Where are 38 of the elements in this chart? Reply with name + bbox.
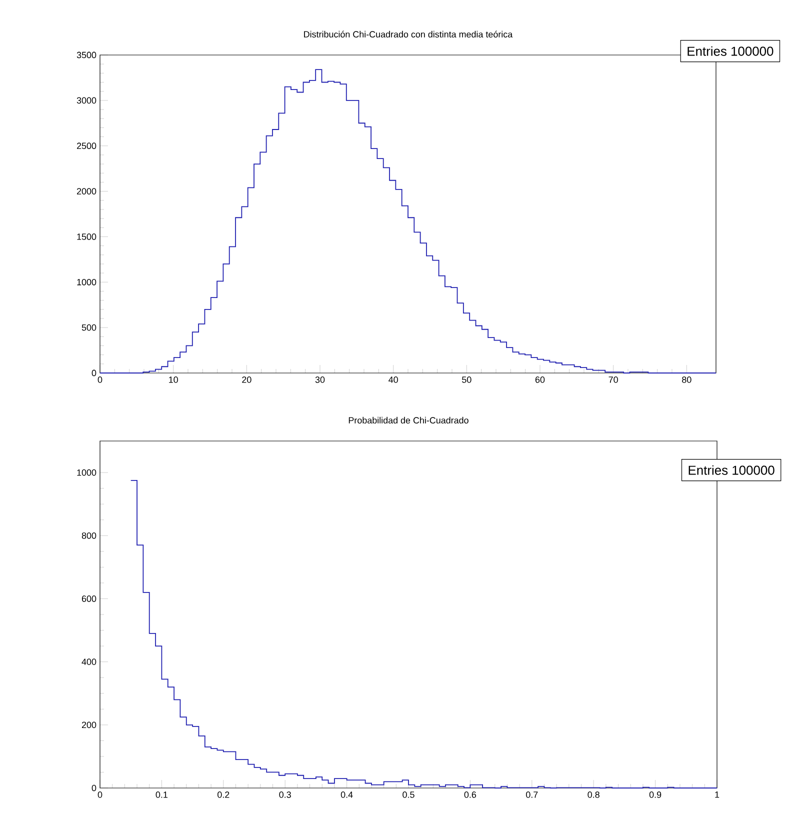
x-tick-label: 0.1 bbox=[156, 792, 168, 798]
x-tick-label: 0.7 bbox=[526, 792, 538, 798]
y-tick-label: 2500 bbox=[76, 142, 96, 150]
annotation: Entries 100000 bbox=[688, 465, 774, 475]
x-tick-label: 10 bbox=[169, 376, 178, 383]
x-tick-label: 0.6 bbox=[464, 792, 476, 798]
annotation: Entries 100000 bbox=[688, 46, 774, 56]
chart-title: Distribución Chi-Cuadrado con distinta media teórica bbox=[304, 30, 513, 38]
x-tick-label: 30 bbox=[315, 376, 325, 383]
y-tick-label: 1500 bbox=[77, 234, 96, 240]
y-tick-label: 2000 bbox=[76, 188, 96, 194]
y-tick-label: 200 bbox=[82, 722, 96, 728]
x-tick-label: 0.3 bbox=[279, 792, 291, 798]
x-tick-label: 0.9 bbox=[649, 792, 662, 798]
y-tick-label: 1000 bbox=[77, 469, 96, 476]
x-tick-label: 0 bbox=[98, 792, 102, 798]
y-tick-label: 500 bbox=[82, 324, 96, 331]
x-tick-label: 0.2 bbox=[218, 792, 230, 798]
x-tick-label: 80 bbox=[682, 376, 692, 383]
y-tick-label: 3500 bbox=[76, 52, 96, 58]
x-tick-label: 60 bbox=[535, 376, 545, 383]
y-tick-label: 0 bbox=[92, 784, 96, 792]
y-tick-label: 1000 bbox=[77, 278, 96, 286]
y-tick-label: 600 bbox=[82, 596, 96, 602]
x-tick-label: 0.4 bbox=[340, 792, 353, 798]
chart-title: Probabilidad de Chi-Cuadrado bbox=[348, 416, 468, 424]
y-tick-label: 0 bbox=[92, 370, 96, 376]
x-tick-label: 0 bbox=[98, 376, 102, 383]
x-tick-label: 20 bbox=[242, 376, 252, 383]
y-tick-label: 800 bbox=[82, 532, 96, 539]
x-tick-label: 1 bbox=[715, 792, 720, 798]
x-tick-label: 0.8 bbox=[588, 792, 600, 798]
y-tick-label: 3000 bbox=[76, 97, 96, 104]
x-tick-label: 40 bbox=[388, 376, 398, 383]
y-tick-label: 400 bbox=[82, 658, 96, 665]
x-tick-label: 70 bbox=[608, 376, 618, 383]
x-tick-label: 50 bbox=[462, 376, 472, 383]
x-tick-label: 0.5 bbox=[402, 792, 414, 798]
